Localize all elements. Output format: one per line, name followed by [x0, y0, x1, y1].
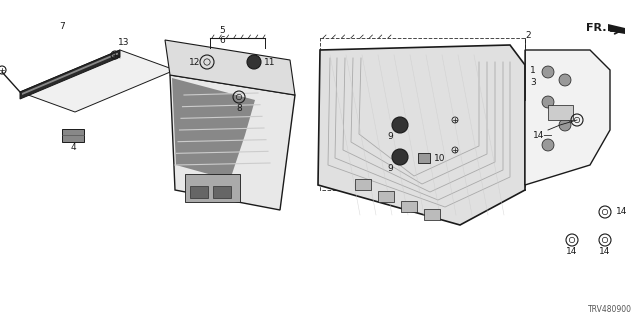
Bar — [424, 209, 440, 220]
Text: 7: 7 — [59, 21, 65, 30]
Circle shape — [542, 96, 554, 108]
Circle shape — [542, 66, 554, 78]
Text: 14—: 14— — [532, 131, 553, 140]
Polygon shape — [318, 45, 525, 225]
Bar — [378, 191, 394, 202]
Text: 5: 5 — [219, 26, 225, 35]
Text: 14: 14 — [599, 247, 611, 257]
Text: 12: 12 — [189, 58, 200, 67]
Text: 11: 11 — [264, 58, 275, 67]
Text: 9: 9 — [387, 132, 393, 140]
Polygon shape — [20, 50, 120, 99]
Bar — [401, 201, 417, 212]
Text: 8: 8 — [236, 103, 242, 113]
Bar — [190, 186, 208, 198]
Circle shape — [247, 55, 261, 69]
Polygon shape — [172, 78, 255, 180]
Bar — [355, 179, 371, 190]
Text: 2: 2 — [525, 30, 531, 39]
Text: 1: 1 — [530, 66, 536, 75]
Text: 14: 14 — [566, 247, 578, 257]
Text: 10: 10 — [434, 154, 445, 163]
Text: 13: 13 — [118, 37, 130, 46]
Text: FR.: FR. — [586, 23, 606, 33]
Bar — [185, 174, 240, 202]
Bar — [62, 129, 84, 141]
Polygon shape — [20, 50, 175, 112]
Circle shape — [559, 119, 571, 131]
Polygon shape — [22, 52, 119, 95]
Polygon shape — [525, 50, 610, 185]
Circle shape — [392, 149, 408, 165]
Circle shape — [542, 139, 554, 151]
Text: 6: 6 — [219, 36, 225, 44]
Text: 9: 9 — [387, 164, 393, 172]
Circle shape — [392, 117, 408, 133]
Bar — [548, 105, 573, 120]
Polygon shape — [608, 24, 625, 34]
Text: 3: 3 — [530, 77, 536, 86]
Polygon shape — [170, 75, 295, 210]
Bar — [418, 153, 430, 163]
Polygon shape — [165, 40, 295, 95]
Text: TRV480900: TRV480900 — [588, 306, 632, 315]
Bar — [213, 186, 231, 198]
Text: 4: 4 — [70, 142, 76, 151]
Circle shape — [559, 74, 571, 86]
Text: 14: 14 — [616, 207, 627, 217]
